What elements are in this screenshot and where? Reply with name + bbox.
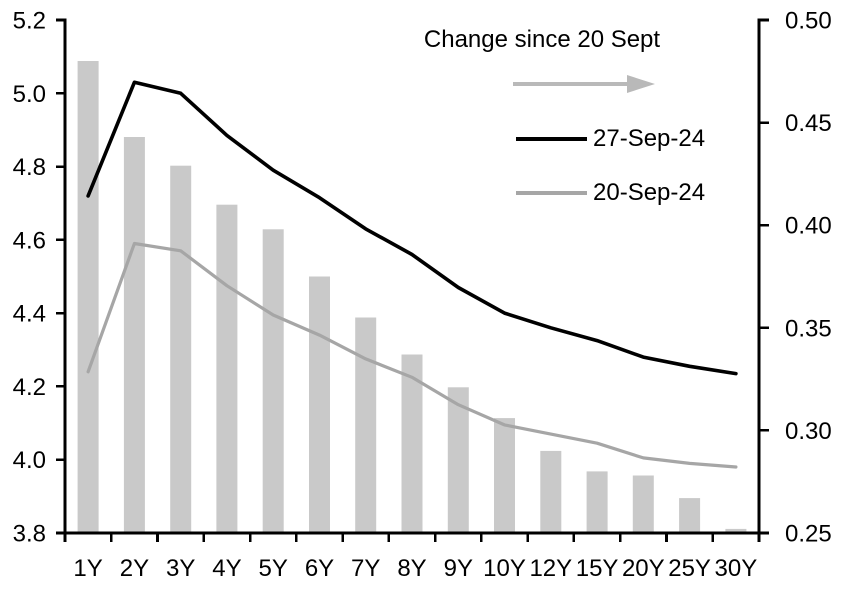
bar-20Y — [632, 475, 654, 533]
bar-15Y — [586, 471, 608, 533]
bar-30Y — [725, 528, 747, 533]
x-tick-label-8Y: 8Y — [397, 555, 426, 582]
left-tick-label: 4.0 — [13, 447, 46, 474]
left-tick-label: 5.2 — [13, 8, 46, 35]
x-tick-label-7Y: 7Y — [351, 555, 380, 582]
bar-25Y — [679, 498, 701, 533]
bar-2Y — [123, 137, 145, 533]
right-tick-label: 0.45 — [785, 110, 832, 137]
bar-6Y — [309, 276, 330, 533]
left-tick-label: 4.2 — [13, 374, 46, 401]
x-axis-tick-labels: 1Y 2Y 3Y 4Y 5Y 6Y 7Y 8Y 9Y 10Y 12Y 15Y 20Y 25Y 30Y — [73, 555, 757, 582]
left-axis-tick-labels: 5.2 5.0 4.8 4.6 4.4 4.2 4.0 3.8 — [13, 8, 46, 548]
x-tick-label-15Y: 15Y — [576, 555, 619, 582]
line-20-sep-24 — [86, 241, 738, 469]
legend-entry-27-sep-24: 27-Sep-24 — [516, 125, 705, 153]
x-tick-label-4Y: 4Y — [212, 555, 241, 582]
bar-12Y — [540, 450, 562, 533]
bar-5Y — [262, 229, 284, 534]
x-tick-label-30Y: 30Y — [715, 555, 758, 582]
left-tick-label: 4.8 — [13, 154, 46, 181]
bar-7Y — [355, 317, 377, 533]
legend-title: Change since 20 Sept — [423, 26, 661, 53]
right-tick-label: 0.30 — [785, 418, 832, 445]
bar-3Y — [170, 165, 192, 533]
x-tick-label-5Y: 5Y — [259, 555, 288, 582]
bar-4Y — [216, 204, 238, 533]
line-sample-20-sep-24 — [516, 191, 587, 195]
x-tick-label-6Y: 6Y — [305, 555, 334, 582]
bar-8Y — [401, 354, 423, 533]
x-tick-label-20Y: 20Y — [622, 555, 665, 582]
x-tick-label-3Y: 3Y — [166, 555, 195, 582]
bar-10Y — [494, 418, 515, 533]
left-tick-label: 4.6 — [13, 227, 46, 254]
axes — [56, 18, 769, 542]
x-tick-label-12Y: 12Y — [529, 555, 572, 582]
legend-label-20-sep-24: 20-Sep-24 — [593, 179, 706, 206]
legend-entry-20-sep-24: 20-Sep-24 — [516, 179, 705, 207]
change-arrow-icon — [513, 75, 655, 93]
left-tick-label: 5.0 — [13, 81, 46, 108]
right-axis-tick-labels: 0.50 0.45 0.40 0.35 0.30 0.25 — [785, 8, 832, 548]
line-sample-27-sep-24 — [516, 137, 587, 141]
x-tick-label-9Y: 9Y — [444, 555, 473, 582]
x-tick-label-2Y: 2Y — [120, 555, 149, 582]
left-tick-label: 3.8 — [13, 521, 46, 548]
legend-label-27-sep-24: 27-Sep-24 — [593, 125, 706, 152]
left-tick-label: 4.4 — [13, 301, 46, 328]
x-tick-label-10Y: 10Y — [483, 555, 526, 582]
line-27-sep-24 — [86, 80, 738, 376]
right-tick-label: 0.35 — [785, 315, 832, 342]
bar-9Y — [447, 387, 469, 533]
right-tick-label: 0.40 — [785, 213, 832, 240]
x-tick-label-1Y: 1Y — [73, 555, 102, 582]
x-tick-label-25Y: 25Y — [668, 555, 711, 582]
right-tick-label: 0.50 — [785, 8, 832, 35]
bars-change-since-20-sept — [77, 61, 747, 534]
right-tick-label: 0.25 — [785, 521, 832, 548]
bar-1Y — [77, 61, 99, 533]
